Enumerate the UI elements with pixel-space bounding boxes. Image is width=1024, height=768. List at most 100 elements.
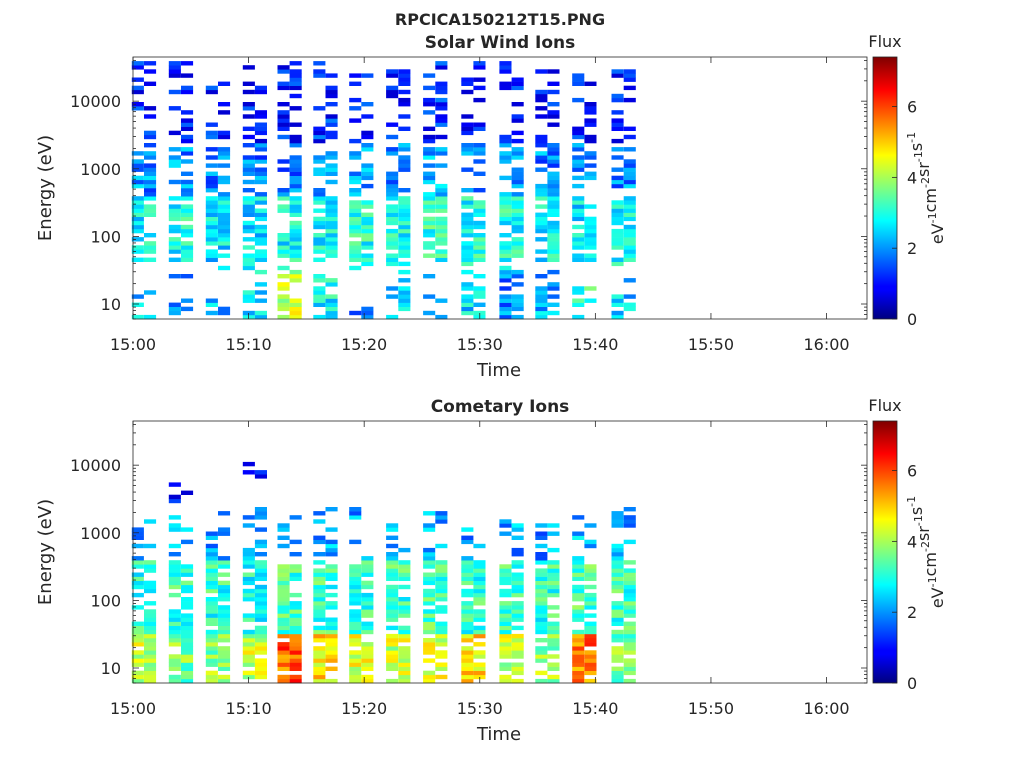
heatmap-cell xyxy=(386,633,399,639)
heatmap-cell xyxy=(611,678,624,684)
heatmap-cell xyxy=(361,556,374,561)
heatmap-cell xyxy=(535,306,548,312)
heatmap-cell xyxy=(205,654,218,659)
heatmap-cell xyxy=(325,200,338,205)
heatmap-cell xyxy=(547,592,560,598)
heatmap-cell xyxy=(205,212,218,217)
heatmap-cell xyxy=(349,625,362,631)
heatmap-cell xyxy=(473,543,486,549)
heatmap-cell xyxy=(361,597,374,602)
heatmap-cell xyxy=(144,257,157,262)
heatmap-cell xyxy=(423,241,436,246)
heatmap-cell xyxy=(423,658,436,663)
heatmap-cell xyxy=(218,629,231,635)
heatmap-cell xyxy=(349,515,362,520)
heatmap-cell xyxy=(461,282,474,287)
heatmap-cell xyxy=(349,621,362,626)
heatmap-cell xyxy=(289,625,302,631)
heatmap-cell xyxy=(499,298,512,303)
heatmap-cell xyxy=(349,597,362,602)
heatmap-cell xyxy=(511,77,524,82)
heatmap-cell xyxy=(205,552,218,557)
heatmap-cell xyxy=(547,560,560,565)
heatmap-cell xyxy=(325,621,338,626)
heatmap-cell xyxy=(499,69,512,74)
heatmap-cell xyxy=(181,621,194,626)
heatmap-cell xyxy=(535,134,548,140)
heatmap-cell xyxy=(168,621,181,626)
heatmap-cell xyxy=(461,592,474,598)
heatmap-cell xyxy=(144,179,157,185)
heatmap-cell xyxy=(361,143,374,148)
heatmap-cell xyxy=(361,646,374,651)
heatmap-cell xyxy=(168,159,181,164)
heatmap-cell xyxy=(205,196,218,201)
heatmap-cell xyxy=(423,245,436,250)
heatmap-cell xyxy=(461,89,474,95)
heatmap-cell xyxy=(313,69,326,74)
heatmap-cell xyxy=(511,547,524,553)
heatmap-cell xyxy=(349,241,362,246)
heatmap-cell xyxy=(218,531,231,536)
heatmap-cell xyxy=(611,560,624,565)
heatmap-cell xyxy=(423,220,436,226)
heatmap-cell xyxy=(547,654,560,659)
x-tick-label: 15:50 xyxy=(688,699,734,718)
heatmap-cell xyxy=(289,306,302,312)
heatmap-cell xyxy=(623,584,636,590)
heatmap-cell xyxy=(572,126,585,131)
heatmap-cell xyxy=(398,224,411,230)
heatmap-cell xyxy=(218,151,231,156)
heatmap-cell xyxy=(623,560,636,565)
heatmap-cell xyxy=(623,629,636,635)
heatmap-cell xyxy=(205,613,218,618)
heatmap-cell xyxy=(499,666,512,671)
x-tick-label: 15:40 xyxy=(572,699,618,718)
heatmap-cell xyxy=(168,629,181,635)
heatmap-cell xyxy=(131,196,144,201)
heatmap-cell xyxy=(218,216,231,222)
heatmap-cell xyxy=(349,674,362,680)
heatmap-cell xyxy=(325,179,338,185)
heatmap-cell xyxy=(398,568,411,573)
heatmap-cell xyxy=(289,515,302,520)
heatmap-cell xyxy=(584,629,597,635)
heatmap-cell xyxy=(511,147,524,152)
heatmap-cell xyxy=(349,629,362,635)
heatmap-cell xyxy=(168,228,181,234)
heatmap-cell xyxy=(181,151,194,156)
y-tick-label: 1000 xyxy=(80,160,121,179)
heatmap-cell xyxy=(205,171,218,176)
heatmap-cell xyxy=(144,568,157,573)
heatmap-cell xyxy=(386,171,399,176)
heatmap-cell xyxy=(131,638,144,643)
heatmap-cell xyxy=(168,196,181,201)
heatmap-cell xyxy=(254,633,267,639)
heatmap-cell xyxy=(623,77,636,82)
heatmap-cell xyxy=(386,535,399,540)
heatmap-cell xyxy=(144,625,157,631)
heatmap-cell xyxy=(254,572,267,577)
heatmap-cell xyxy=(277,584,290,590)
heatmap-cell xyxy=(144,638,157,643)
heatmap-cell xyxy=(168,482,181,487)
heatmap-cell xyxy=(547,523,560,528)
heatmap-cell xyxy=(398,662,411,667)
heatmap-cell xyxy=(289,298,302,303)
heatmap-cell xyxy=(611,654,624,659)
heatmap-cell xyxy=(218,617,231,622)
heatmap-cell xyxy=(218,646,231,651)
heatmap-cell xyxy=(611,233,624,238)
heatmap-cell xyxy=(242,114,255,119)
heatmap-cell xyxy=(242,556,255,561)
heatmap-cell xyxy=(349,253,362,258)
heatmap-cell xyxy=(218,584,231,590)
heatmap-cell xyxy=(361,147,374,152)
heatmap-cell xyxy=(511,605,524,610)
heatmap-cell xyxy=(289,163,302,168)
heatmap-cell xyxy=(547,233,560,238)
heatmap-cell xyxy=(423,274,436,279)
heatmap-cell xyxy=(435,147,448,152)
heatmap-cell xyxy=(277,564,290,569)
heatmap-cell xyxy=(313,678,326,684)
